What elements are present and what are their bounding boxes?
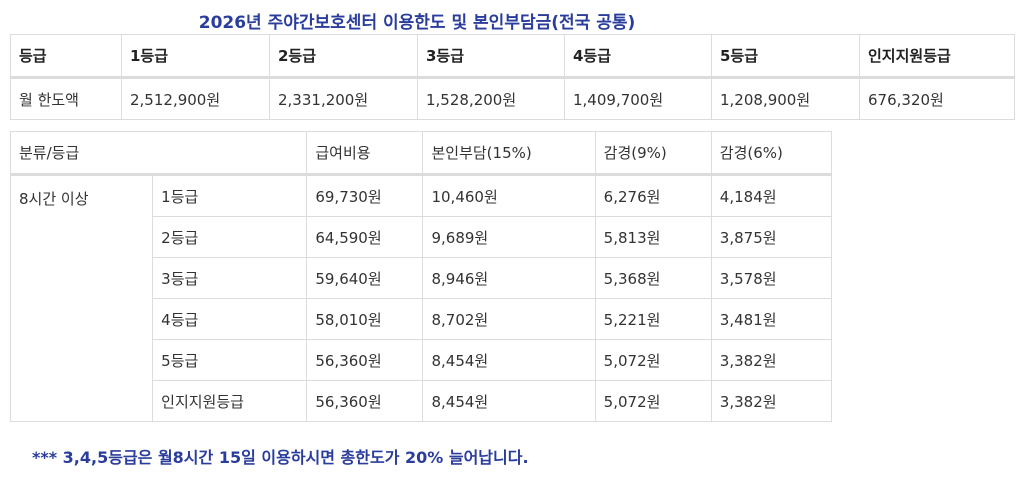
table-row: 4등급 58,010원 8,702원 5,221원 3,481원 [11,298,833,340]
table-cell: 676,320원 [859,77,1015,120]
table-row: 인지지원등급 56,360원 8,454원 5,072원 3,382원 [11,380,833,422]
table-cell: 5,813원 [594,216,712,258]
page-title: 2026년 주야간보호센터 이용한도 및 본인부담금(전국 공통) [198,13,636,33]
table-cell: 8,454원 [422,380,596,422]
header-cell: 분류/등급 [9,131,308,176]
header-cell: 인지지원등급 [859,34,1015,79]
table-cell: 3,481원 [710,298,833,340]
row-label: 월 한도액 [10,77,122,120]
table-cell: 8,702원 [422,298,596,340]
table-cell: 3,578원 [710,257,833,299]
grade-cell: 2등급 [152,216,308,258]
table-cell: 69,730원 [306,174,424,217]
table-row: 5등급 56,360원 8,454원 5,072원 3,382원 [11,339,833,381]
table-cell: 1,528,200원 [417,77,565,120]
grade-cell: 3등급 [152,257,308,299]
header-cell: 1등급 [121,34,270,79]
monthly-limit-table: 등급 1등급 2등급 3등급 4등급 5등급 인지지원등급 월 한도액 2,51… [10,34,1015,120]
table-cell: 9,689원 [422,216,596,258]
grade-cell: 인지지원등급 [152,380,308,422]
category-cell: 8시간 이상 [9,174,154,422]
table-header-row: 등급 1등급 2등급 3등급 4등급 5등급 인지지원등급 [10,34,1015,79]
table-cell: 5,072원 [594,380,712,422]
grade-cell: 5등급 [152,339,308,381]
table-cell: 5,221원 [594,298,712,340]
table-cell: 58,010원 [306,298,424,340]
daily-cost-table: 분류/등급 급여비용 본인부담(15%) 감경(9%) 감경(6%) 8시간 이… [9,131,833,422]
header-cell: 2등급 [269,34,418,79]
table-cell: 56,360원 [306,339,424,381]
table-cell: 64,590원 [306,216,424,258]
header-cell: 감경(9%) [594,131,712,176]
table-row: 2등급 64,590원 9,689원 5,813원 3,875원 [11,216,833,258]
table-row: 8시간 이상 1등급 69,730원 10,460원 6,276원 4,184원 [9,174,833,422]
footnote: *** 3,4,5등급은 월8시간 15일 이용하시면 총한도가 20% 늘어납… [32,448,529,467]
grade-cell: 1등급 [152,174,308,217]
table-cell: 5,368원 [594,257,712,299]
header-cell: 감경(6%) [710,131,833,176]
table-cell: 56,360원 [306,380,424,422]
table-cell: 2,512,900원 [121,77,270,120]
table-header-row: 분류/등급 급여비용 본인부담(15%) 감경(9%) 감경(6%) [9,131,833,176]
table-row: 월 한도액 2,512,900원 2,331,200원 1,528,200원 1… [10,77,1015,120]
header-cell: 급여비용 [306,131,424,176]
table-cell: 3,875원 [710,216,833,258]
table-cell: 3,382원 [710,380,833,422]
table-cell: 5,072원 [594,339,712,381]
grade-cell: 4등급 [152,298,308,340]
header-cell: 본인부담(15%) [422,131,596,176]
header-cell: 4등급 [564,34,712,79]
table-cell: 2,331,200원 [269,77,418,120]
header-cell: 5등급 [711,34,860,79]
table-cell: 1,409,700원 [564,77,712,120]
table-cell: 10,460원 [422,174,596,217]
table-cell: 1,208,900원 [711,77,860,120]
table-cell: 59,640원 [306,257,424,299]
table-cell: 3,382원 [710,339,833,381]
header-cell: 등급 [10,34,122,79]
table-cell: 8,946원 [422,257,596,299]
header-cell: 3등급 [417,34,565,79]
table-cell: 6,276원 [594,174,712,217]
table-cell: 4,184원 [710,174,833,217]
table-row: 3등급 59,640원 8,946원 5,368원 3,578원 [11,257,833,299]
table-cell: 8,454원 [422,339,596,381]
